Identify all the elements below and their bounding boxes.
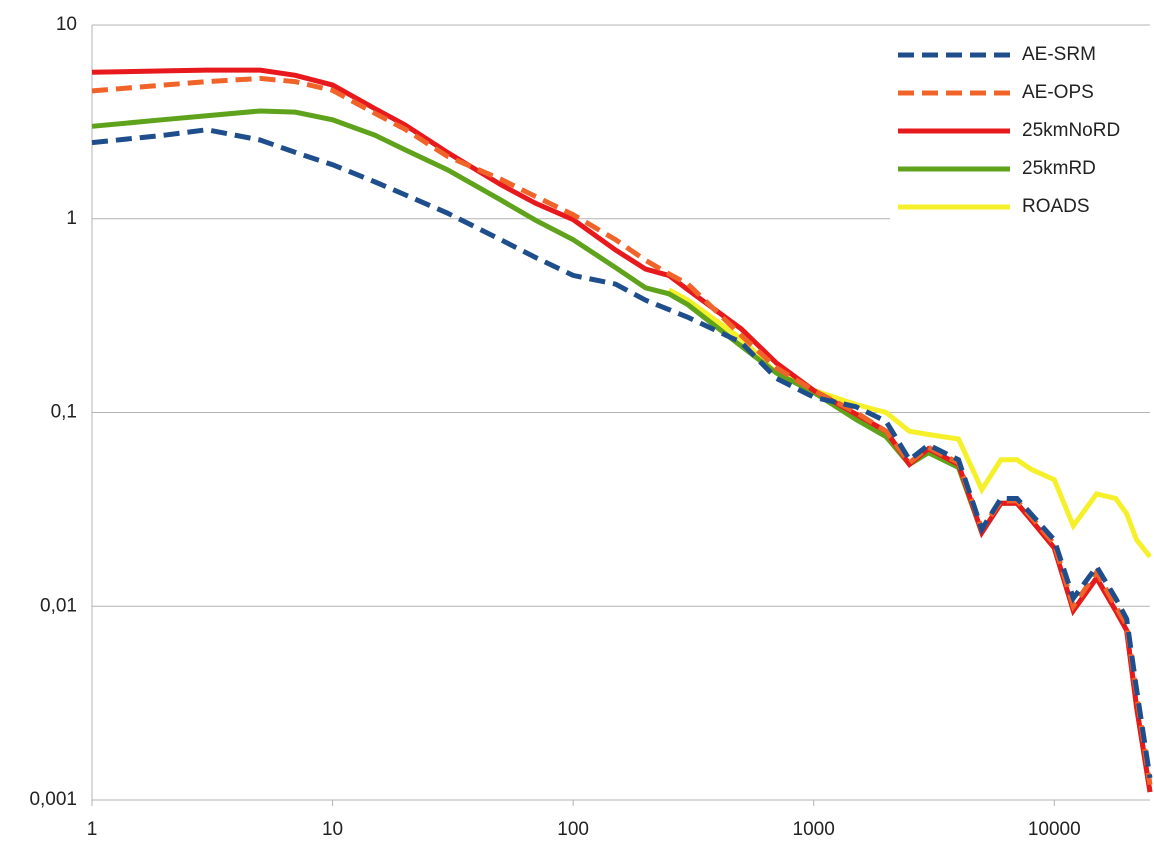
legend-label: AE-SRM — [1022, 44, 1096, 65]
series-line — [91, 75, 1153, 786]
x-tick-label: 10000 — [1028, 819, 1081, 840]
y-tick-label: 0,1 — [51, 402, 77, 423]
legend-label: ROADS — [1022, 196, 1090, 217]
y-tick-label: 0,01 — [40, 595, 77, 616]
x-tick-label: 1000 — [793, 819, 835, 840]
legend-label: 25kmRD — [1022, 158, 1096, 179]
x-tick-label: 1 — [87, 819, 98, 840]
x-tick-label: 100 — [557, 819, 589, 840]
y-tick-label: 1 — [66, 208, 77, 229]
x-tick-label: 10 — [322, 819, 343, 840]
legend-label: AE-OPS — [1022, 82, 1094, 103]
series-line — [91, 67, 1153, 793]
y-tick-label: 10 — [56, 14, 77, 35]
legend-label: 25kmNoRD — [1022, 120, 1120, 141]
y-tick-label: 0,001 — [29, 789, 77, 810]
series-line — [91, 127, 1153, 779]
